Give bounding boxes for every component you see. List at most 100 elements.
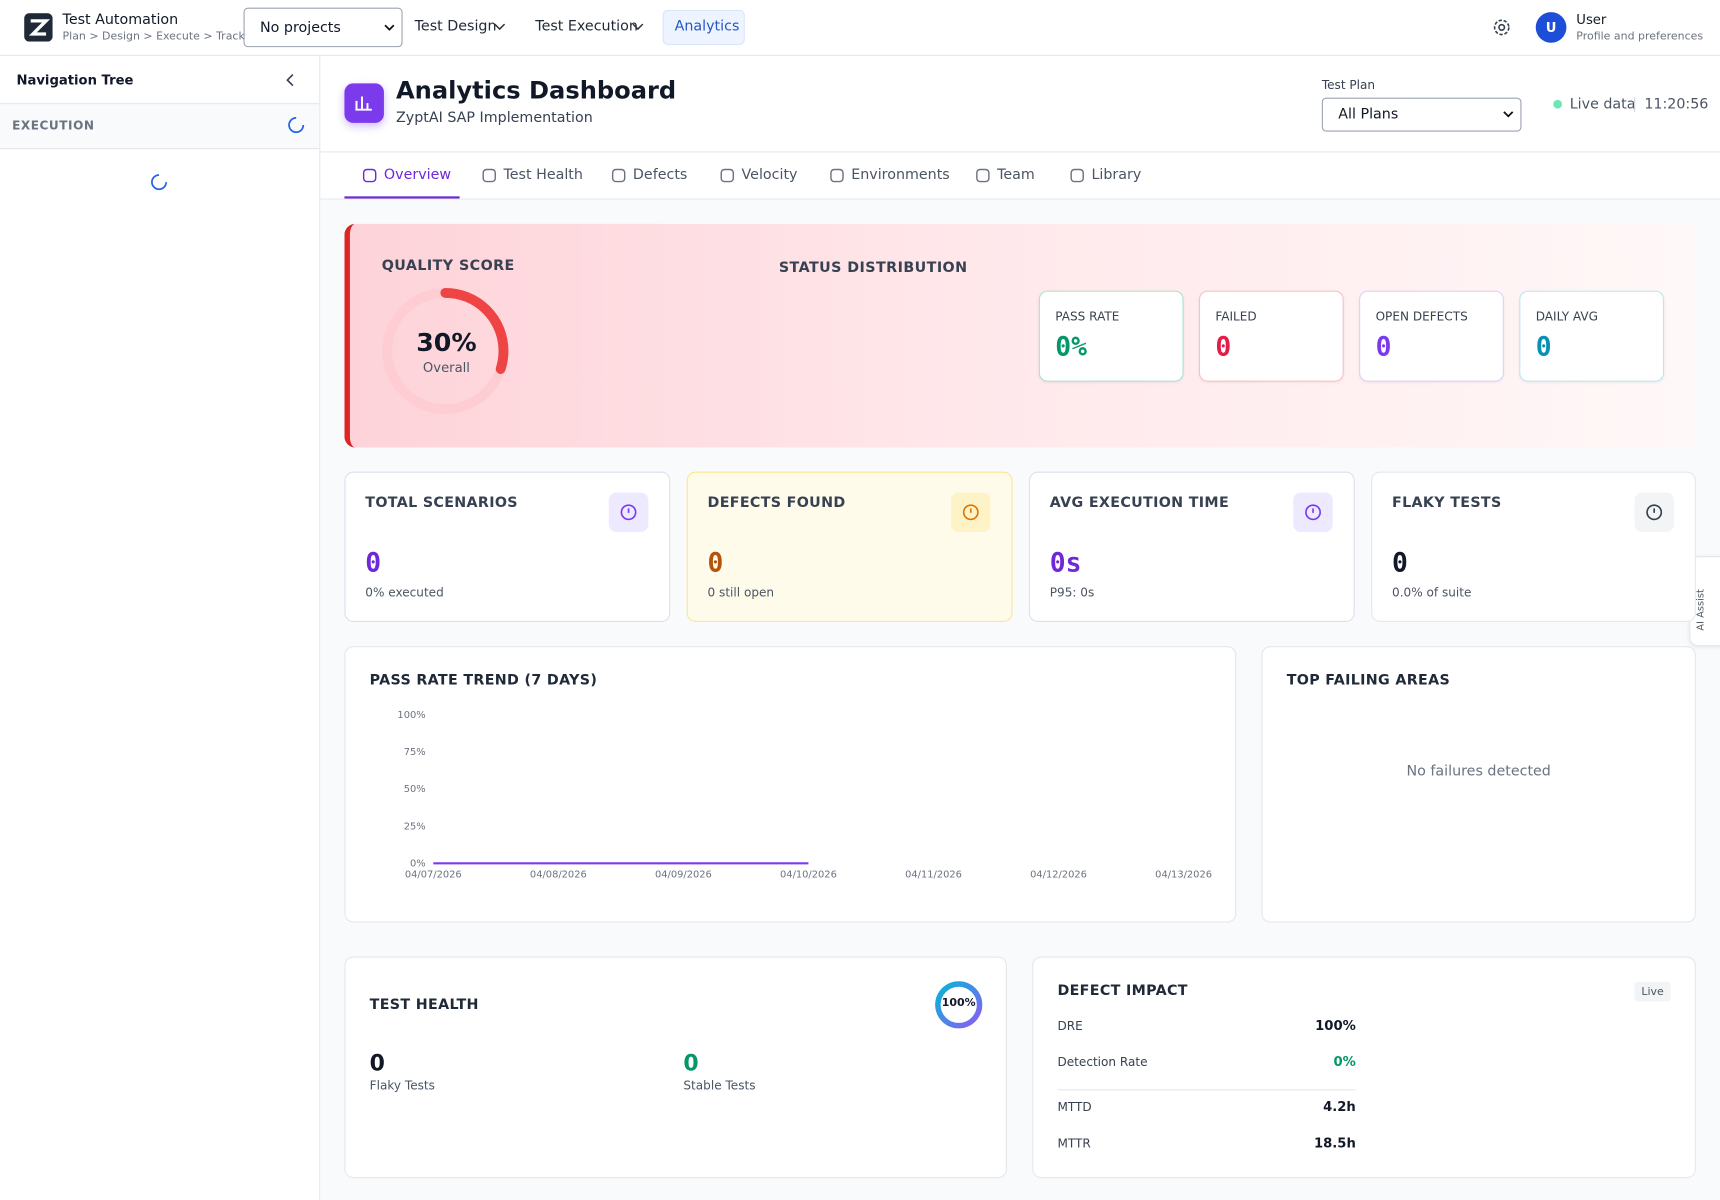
kpi-card	[1519, 290, 1665, 382]
stat-sub: 0.0% of suite	[1392, 585, 1472, 601]
y-tick-label: 0%	[410, 858, 426, 869]
stat-value: 0	[707, 547, 724, 579]
nav-item[interactable]: Test Execution	[535, 18, 638, 36]
health-card	[344, 956, 1007, 1179]
impact-title: DEFECT IMPACT	[1057, 982, 1188, 1000]
tab-icon-shape	[482, 168, 496, 183]
kpi-card	[1198, 290, 1344, 382]
tab-icon-shape	[362, 168, 377, 183]
empty-state: No failures detected	[1406, 763, 1551, 780]
impact-card	[1032, 956, 1696, 1179]
sidebar	[0, 55, 321, 1200]
health-title: TEST HEALTH	[369, 997, 479, 1014]
user-sub: Profile and preferences	[1576, 30, 1704, 43]
tab-bar	[320, 151, 1720, 200]
kpi-value: 0	[1215, 331, 1232, 362]
stat-value: 0	[1392, 547, 1408, 579]
nav-item[interactable]: Analytics	[674, 18, 740, 36]
x-tick-label: 04/11/2026	[905, 870, 962, 881]
project-select[interactable]: No projects	[243, 7, 403, 48]
stat-icon-glyph	[962, 504, 979, 521]
stat-label: DEFECTS FOUND	[707, 494, 846, 512]
health-ring	[935, 981, 983, 1029]
live-dot	[1553, 99, 1563, 109]
impact-value: 0%	[1333, 1054, 1356, 1070]
kpi-card	[1359, 290, 1504, 382]
plan-select[interactable]: All Plans	[1321, 97, 1522, 132]
stable-label: Stable Tests	[683, 1078, 756, 1093]
section-row	[0, 103, 320, 150]
tab[interactable]: Environments	[851, 166, 950, 184]
project-select-text: No projects	[259, 19, 341, 36]
x-tick-label: 04/07/2026	[405, 870, 462, 881]
stat-value: 0s	[1049, 547, 1082, 579]
tab-icon-shape	[720, 168, 735, 183]
chart: 0% 25% 50% 75% 100% 04/07/2026 04/08/2026 04/09…	[397, 710, 1212, 881]
live-badge: Live	[1634, 981, 1671, 1002]
tab-icon	[1070, 168, 1084, 183]
chevron	[632, 23, 644, 31]
app-subtitle: Plan > Design > Execute > Track	[62, 30, 245, 43]
stat-icon	[1634, 492, 1674, 533]
tab[interactable]: Velocity	[741, 166, 798, 184]
stat-icon-glyph	[1646, 504, 1663, 521]
live-time: 11:20:56	[1644, 96, 1709, 113]
stat-icon	[608, 492, 649, 533]
avatar[interactable]: U	[1535, 12, 1567, 43]
trend-card	[344, 646, 1237, 923]
kpi-value: 0	[1375, 331, 1392, 362]
tab[interactable]: Library	[1091, 166, 1142, 184]
logo	[24, 13, 53, 42]
impact-label: DRE	[1057, 1019, 1083, 1034]
quality-arc	[382, 287, 509, 415]
collapse-icon[interactable]	[285, 73, 296, 87]
separator: |	[1632, 96, 1638, 113]
settings-icon[interactable]	[1492, 18, 1512, 38]
y-tick-label: 75%	[404, 747, 426, 758]
x-tick-label: 04/13/2026	[1155, 870, 1212, 881]
impact-value: 18.5h	[1313, 1135, 1356, 1151]
plan-label: Test Plan	[1321, 77, 1376, 93]
kpi-label: PASS RATE	[1055, 309, 1120, 324]
quality-sub: Overall	[422, 359, 470, 376]
kpi-label: OPEN DEFECTS	[1375, 309, 1468, 324]
tab-icon-shape	[976, 168, 990, 183]
tab-icon	[611, 168, 626, 183]
x-tick-label: 04/08/2026	[530, 870, 587, 881]
failing-title: TOP FAILING AREAS	[1286, 672, 1451, 689]
impact-value: 4.2h	[1323, 1099, 1356, 1115]
ai-assist-label[interactable]: AI Assist	[1695, 589, 1707, 631]
flaky-value: 0	[369, 1049, 385, 1077]
sidebar-title: Navigation Tree	[16, 72, 134, 88]
quality-ring	[382, 287, 509, 415]
y-tick-label: 25%	[404, 821, 426, 832]
tab[interactable]: Defects	[632, 166, 688, 184]
page-icon	[344, 83, 384, 123]
page-title: Analytics Dashboard	[395, 77, 677, 106]
tab[interactable]: Overview	[383, 166, 452, 184]
y-tick-label: 100%	[397, 710, 425, 721]
divider	[1057, 1089, 1356, 1091]
page-subtitle: ZyptAI SAP Implementation	[395, 109, 593, 127]
nav-item[interactable]: Test Design	[414, 18, 497, 36]
tab[interactable]: Test Health	[503, 166, 583, 184]
stat-icon	[951, 492, 991, 533]
spinner	[288, 117, 305, 134]
stat-sub: P95: 0s	[1049, 585, 1095, 601]
x-tick-label: 04/10/2026	[780, 870, 837, 881]
impact-label: Detection Rate	[1057, 1055, 1148, 1070]
impact-label: MTTR	[1057, 1136, 1091, 1151]
impact-value: 100%	[1315, 1017, 1356, 1034]
tab[interactable]: Team	[997, 166, 1035, 184]
kpi-card	[1038, 290, 1184, 382]
live-label: Live data	[1569, 96, 1636, 113]
nav-active[interactable]	[662, 9, 745, 45]
tab-underline[interactable]	[344, 196, 460, 199]
tab-icon	[482, 168, 496, 183]
stat-label: AVG EXECUTION TIME	[1049, 494, 1230, 512]
chevron	[384, 24, 395, 31]
stable-value: 0	[683, 1049, 699, 1077]
top-bar	[0, 0, 1720, 56]
quality-label: QUALITY SCORE	[381, 257, 515, 275]
